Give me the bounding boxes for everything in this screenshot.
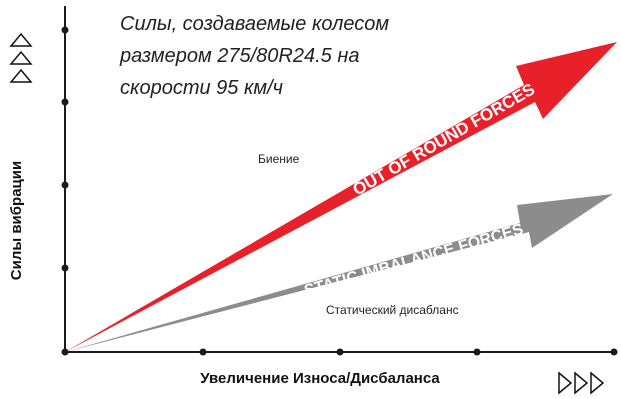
- title-line: Силы, создаваемые колесом: [120, 13, 390, 35]
- title-line: размером 275/80R24.5 на: [120, 45, 360, 67]
- static-imbalance-label: Статический дисабланс: [326, 303, 459, 317]
- runout-label: Биение: [258, 152, 300, 166]
- triple-right-triangle-outline-icon: [558, 371, 605, 395]
- triple-up-triangle-outline-icon: [9, 32, 33, 83]
- x-axis-tick: [336, 348, 344, 356]
- title-line: скорости 95 км/ч: [120, 77, 284, 99]
- y-axis-tick: [61, 264, 69, 272]
- y-axis-label: Силы вибрации: [8, 160, 26, 280]
- y-axis-tick: [61, 98, 69, 106]
- x-axis-tick: [610, 348, 618, 356]
- static-imbalance-arrow: [65, 194, 613, 352]
- y-axis-tick: [61, 181, 69, 189]
- out-of-round-arrow: [65, 42, 617, 352]
- diagram-title: Силы, создаваемые колесом размером 275/8…: [120, 8, 520, 104]
- x-axis-tick: [473, 348, 481, 356]
- static-imbalance-arrow-text: STATIC IMBALANCE FORCES: [302, 221, 525, 300]
- y-axis-tick: [61, 26, 69, 34]
- y-axis-label-wrap: Силы вибрации: [5, 130, 29, 310]
- x-axis-tick: [199, 348, 207, 356]
- x-axis-label: Увеличение Износа/Дисбаланса: [200, 370, 440, 387]
